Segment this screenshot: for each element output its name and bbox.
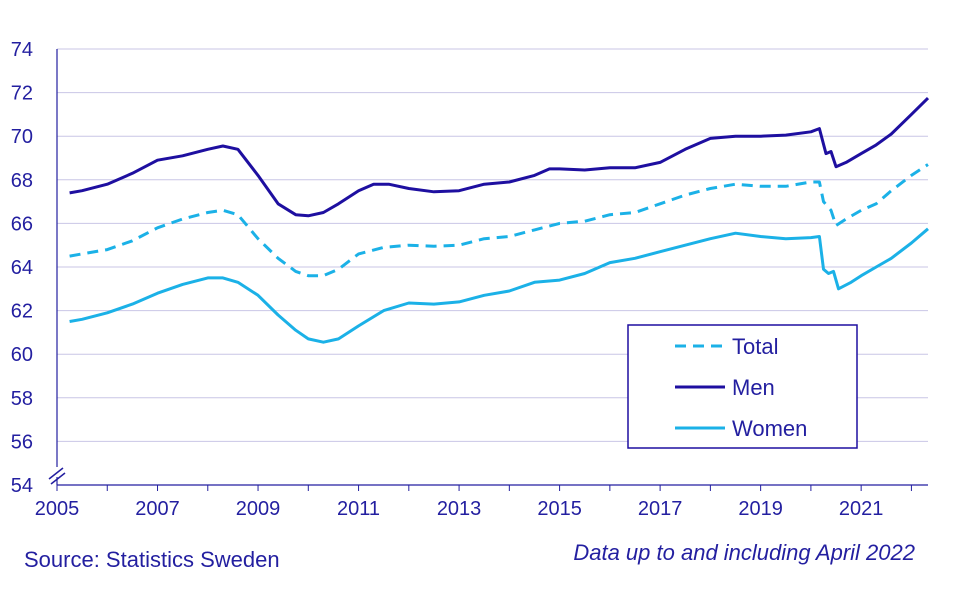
y-axis-break [48,467,66,485]
y-tick-label: 54 [11,475,33,497]
data-coverage-note: Data up to and including April 2022 [573,540,915,565]
series-lines [69,97,930,344]
x-tick-label: 2019 [738,498,783,520]
y-tick-label: 60 [11,344,33,366]
legend: Total Men Women [627,324,858,449]
series-line-men [69,97,930,218]
legend-label-total: Total [732,334,778,359]
axes: 54 56 58 60 62 64 66 68 70 72 74 2005 2007 2009 2011 20… [11,39,928,520]
y-tick-label: 66 [11,213,33,235]
x-tick-label: 2013 [437,498,482,520]
legend-label-men: Men [732,375,775,400]
x-tick-label: 2007 [135,498,180,520]
x-tick-label: 2021 [839,498,884,520]
y-tick-label: 70 [11,126,33,148]
source-note: Source: Statistics Sweden [24,547,280,572]
x-tick-label: 2015 [537,498,582,520]
y-tick-label: 74 [11,39,33,61]
x-tick-label: 2017 [638,498,683,520]
y-tick-label: 68 [11,170,33,192]
y-tick-label: 72 [11,83,33,105]
x-tick-label: 2005 [35,498,80,520]
legend-box [627,324,858,449]
y-tick-label: 62 [11,301,33,323]
y-tick-label: 58 [11,388,33,410]
x-tick-label: 2011 [337,498,380,520]
series-line-women [69,227,929,344]
x-tick-label: 2009 [236,498,281,520]
grid-lines [57,48,928,442]
y-tick-label: 56 [11,431,33,453]
legend-label-women: Women [732,416,807,441]
series-line-total [69,163,929,278]
y-tick-label: 64 [11,257,33,279]
